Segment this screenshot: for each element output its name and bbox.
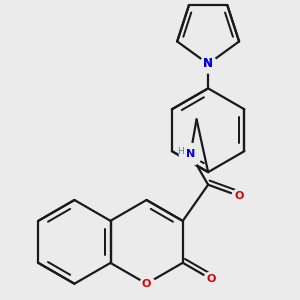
Text: O: O [142, 279, 151, 289]
Text: N: N [203, 58, 213, 70]
Text: N: N [186, 149, 195, 159]
Text: N: N [203, 58, 213, 70]
Text: H: H [177, 147, 184, 156]
Text: O: O [235, 191, 244, 201]
Text: O: O [207, 274, 216, 284]
